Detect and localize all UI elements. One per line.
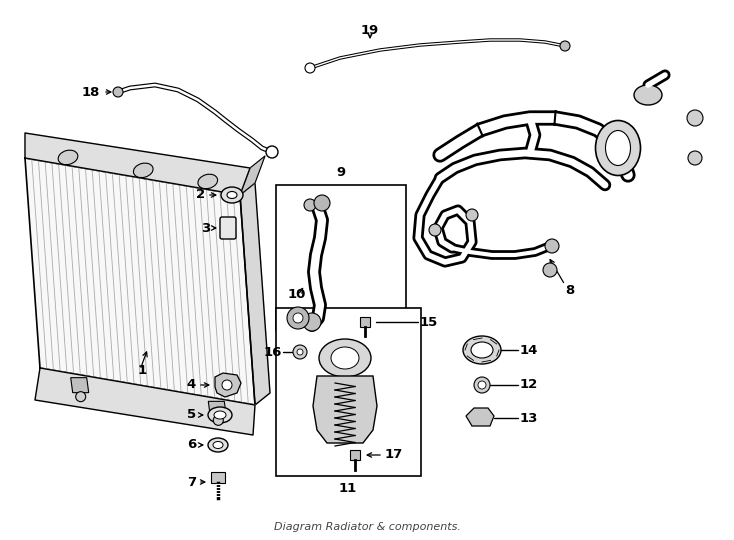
Circle shape	[113, 87, 123, 97]
Circle shape	[303, 313, 321, 331]
Circle shape	[222, 380, 232, 390]
Circle shape	[293, 345, 307, 359]
Text: 8: 8	[565, 284, 575, 296]
Text: 7: 7	[187, 476, 196, 489]
Ellipse shape	[227, 192, 237, 199]
Circle shape	[293, 313, 303, 323]
Text: 4: 4	[186, 379, 196, 392]
Text: 13: 13	[520, 411, 538, 424]
Text: 12: 12	[520, 379, 538, 392]
Circle shape	[474, 377, 490, 393]
Text: 17: 17	[385, 449, 403, 462]
Text: 16: 16	[264, 346, 282, 359]
Text: Diagram Radiator & components.: Diagram Radiator & components.	[274, 522, 460, 532]
Ellipse shape	[134, 163, 153, 178]
Ellipse shape	[606, 131, 631, 165]
Circle shape	[687, 110, 703, 126]
Polygon shape	[70, 377, 89, 393]
Text: 3: 3	[201, 221, 210, 234]
Ellipse shape	[208, 438, 228, 452]
Polygon shape	[466, 408, 494, 426]
Polygon shape	[240, 156, 265, 195]
Polygon shape	[25, 158, 255, 405]
Ellipse shape	[221, 187, 243, 203]
Bar	[276, 308, 421, 476]
Text: 19: 19	[361, 24, 379, 37]
Polygon shape	[215, 373, 241, 397]
Ellipse shape	[463, 336, 501, 364]
Circle shape	[214, 415, 223, 426]
Ellipse shape	[213, 442, 223, 449]
Text: 11: 11	[339, 482, 357, 495]
Ellipse shape	[331, 347, 359, 369]
Text: 18: 18	[81, 85, 100, 98]
Circle shape	[304, 199, 316, 211]
Text: 2: 2	[196, 188, 205, 201]
Ellipse shape	[634, 85, 662, 105]
Circle shape	[466, 209, 478, 221]
Circle shape	[543, 263, 557, 277]
Circle shape	[287, 307, 309, 329]
Text: 1: 1	[138, 363, 147, 376]
Circle shape	[560, 41, 570, 51]
Circle shape	[297, 349, 303, 355]
Polygon shape	[240, 183, 270, 405]
Ellipse shape	[58, 150, 78, 165]
Ellipse shape	[471, 342, 493, 358]
Text: 15: 15	[420, 315, 438, 328]
Circle shape	[478, 381, 486, 389]
Bar	[276, 185, 406, 330]
Circle shape	[305, 63, 315, 73]
Ellipse shape	[319, 339, 371, 377]
Text: 6: 6	[186, 438, 196, 451]
Text: 5: 5	[187, 408, 196, 422]
Polygon shape	[208, 401, 226, 416]
Polygon shape	[313, 376, 377, 443]
FancyBboxPatch shape	[211, 472, 225, 483]
Text: 9: 9	[336, 166, 346, 179]
Polygon shape	[25, 133, 250, 195]
Text: 10: 10	[288, 288, 306, 301]
Ellipse shape	[208, 407, 232, 423]
FancyBboxPatch shape	[220, 217, 236, 239]
Circle shape	[429, 224, 441, 236]
Ellipse shape	[214, 411, 226, 419]
Circle shape	[314, 195, 330, 211]
Circle shape	[76, 392, 86, 402]
Ellipse shape	[198, 174, 217, 188]
FancyBboxPatch shape	[360, 317, 370, 327]
Text: 14: 14	[520, 343, 538, 356]
FancyBboxPatch shape	[350, 450, 360, 460]
Circle shape	[545, 239, 559, 253]
Ellipse shape	[595, 120, 641, 176]
Circle shape	[266, 146, 278, 158]
Circle shape	[688, 151, 702, 165]
Polygon shape	[35, 368, 255, 435]
